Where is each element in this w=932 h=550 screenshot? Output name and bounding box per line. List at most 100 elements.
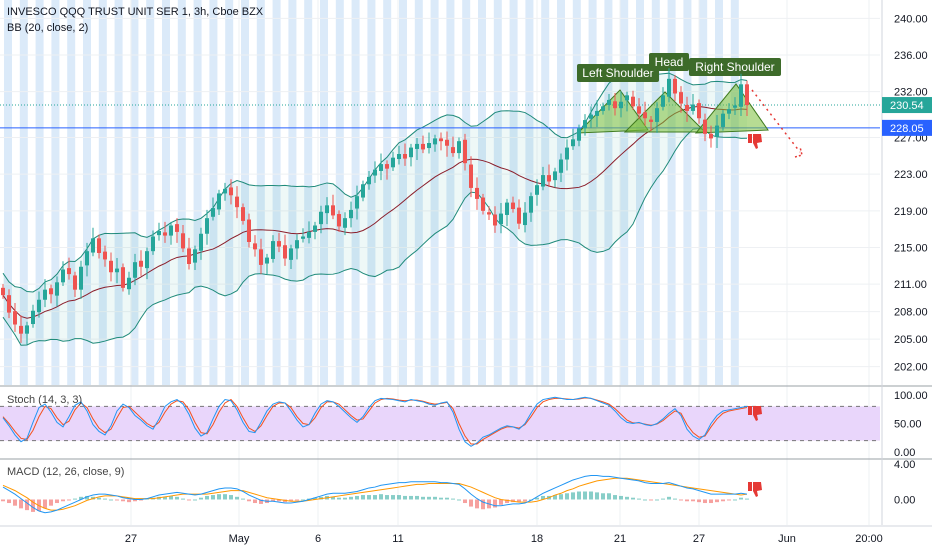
session-stripe (146, 0, 155, 385)
session-stripe (414, 0, 423, 385)
candle-body (283, 245, 287, 259)
thumbs-down-cuff (748, 134, 752, 143)
session-stripe (478, 0, 486, 385)
bearish-projection-line (751, 89, 801, 153)
candle-body (625, 95, 629, 101)
candle-body (469, 164, 473, 188)
candle-body (655, 108, 659, 122)
candle-body (301, 236, 305, 239)
candle-body (691, 104, 695, 111)
candle-body (415, 143, 419, 149)
session-stripe (320, 0, 328, 385)
thumbs-down-hand (753, 406, 762, 421)
session-stripe (35, 0, 44, 385)
candle-body (175, 224, 179, 232)
candle-body (475, 187, 479, 199)
macd-histogram-bar (289, 499, 293, 502)
time-tick-label: 11 (392, 533, 403, 545)
macd-histogram-bar (721, 499, 725, 502)
macd-histogram-bar (589, 491, 593, 500)
time-tick-label: 6 (315, 533, 321, 545)
candles (1, 68, 749, 345)
macd-histogram-bar (25, 499, 29, 511)
macd-histogram-bar (559, 494, 563, 500)
candle-body (355, 196, 359, 209)
session-stripe (383, 0, 392, 385)
macd-histogram-bar (79, 496, 83, 500)
candle-body (379, 164, 383, 171)
session-stripe (572, 0, 581, 385)
macd-histogram-bar (313, 497, 317, 500)
macd-histogram-bar (331, 496, 335, 500)
thumbs-down-hand (753, 134, 762, 149)
session-stripe (98, 0, 107, 385)
candle-body (373, 169, 377, 176)
macd-histogram-bar (115, 499, 119, 501)
candle-body (139, 260, 143, 267)
candle-body (169, 225, 173, 236)
candle-body (607, 99, 611, 105)
time-tick-label: 27 (693, 533, 705, 545)
session-stripe (509, 0, 518, 385)
macd-histogram-bar (727, 499, 731, 501)
macd-histogram-bar (475, 499, 479, 509)
macd-histogram-bar (421, 496, 425, 500)
candle-body (151, 236, 155, 252)
last-price-badge: 230.54 (890, 100, 924, 112)
candle-body (565, 147, 569, 160)
session-stripe (493, 0, 502, 385)
macd-histogram-bar (493, 499, 497, 508)
thumbs-down-icon (748, 482, 762, 497)
candle-body (265, 257, 269, 264)
candle-body (535, 185, 539, 195)
macd-histogram-bar (247, 499, 251, 502)
session-stripe (209, 0, 218, 385)
macd-histogram-bar (715, 499, 719, 503)
macd-histogram-bar (595, 492, 599, 500)
session-stripe (272, 0, 281, 385)
candle-body (553, 171, 557, 181)
stoch-tick-label: 0.00 (894, 447, 915, 459)
candle-body (409, 147, 413, 158)
candle-body (487, 212, 491, 215)
candle-body (433, 138, 437, 145)
macd-histogram-bar (295, 499, 299, 501)
candle-body (529, 196, 533, 213)
macd-tick-label: 4.00 (894, 459, 915, 471)
session-stripe (636, 0, 644, 385)
candle-body (391, 157, 395, 168)
macd-histogram-bar (199, 497, 203, 500)
macd-histogram-bar (7, 499, 11, 504)
thumbs-down-icon (748, 406, 762, 421)
candle-body (331, 205, 335, 216)
macd-histogram-bar (337, 497, 341, 500)
left-shoulder-label: Left Shoulder (582, 66, 653, 80)
macd-histogram-bar (61, 499, 65, 502)
stoch-k-line (2, 396, 748, 447)
candle-body (721, 113, 725, 127)
macd-histogram-bar (31, 499, 35, 512)
price-tick-label: 215.00 (894, 243, 928, 255)
candle-body (103, 251, 107, 260)
session-stripe (193, 0, 202, 385)
session-stripe (525, 0, 534, 385)
time-tick-label: 20:00 (855, 533, 883, 545)
candle-body (397, 154, 401, 160)
macd-histogram-bar (709, 499, 713, 504)
candle-body (91, 238, 95, 253)
session-stripe (162, 0, 170, 385)
candle-body (277, 241, 281, 247)
candle-body (457, 141, 461, 154)
candle-body (709, 133, 713, 139)
macd-histogram-bar (343, 497, 347, 500)
right-shoulder-label-bg (689, 58, 781, 76)
macd-histogram-bar (163, 496, 167, 500)
session-stripe (620, 0, 629, 385)
macd-histogram-bar (211, 495, 215, 500)
session-stripe (351, 0, 360, 385)
macd-histogram-bar (355, 495, 359, 500)
right-shoulder-label: Right Shoulder (695, 60, 774, 74)
macd-histogram-bar (571, 492, 575, 500)
candle-body (121, 267, 125, 288)
